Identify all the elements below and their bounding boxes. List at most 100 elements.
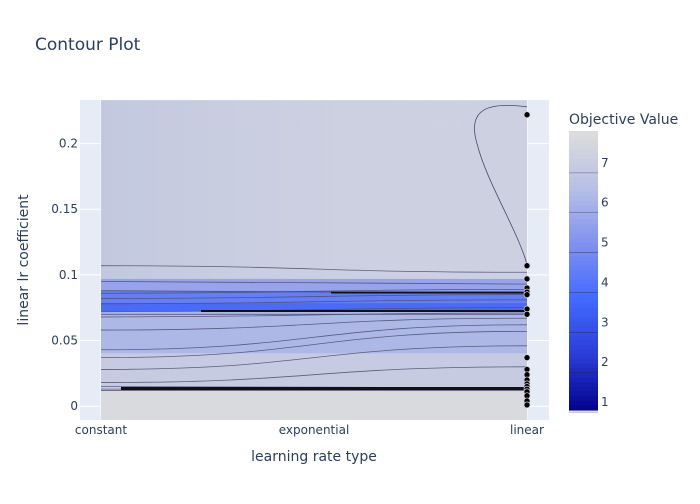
colorbar-segment (569, 177, 598, 183)
contour-region-shade (101, 100, 527, 279)
colorbar-tick-label: 6 (601, 196, 609, 210)
colorbar-segment (569, 251, 598, 258)
colorbar-segment (569, 228, 598, 234)
colorbar-segment (569, 303, 598, 309)
contour-line (100, 324, 528, 351)
colorbar-tick-label: 3 (601, 315, 609, 329)
colorbar-segment (569, 219, 598, 225)
data-point (523, 262, 531, 270)
points-layer (523, 111, 531, 409)
contour-fill-layer (101, 100, 527, 420)
colorbar-segment (569, 372, 598, 379)
colorbar-segment (569, 135, 598, 141)
colorbar-segment (569, 154, 598, 160)
data-point (523, 401, 531, 409)
contour-line (100, 317, 528, 331)
y-axis-title: linear lr coefficient (16, 194, 32, 326)
contour-line (100, 265, 528, 273)
colorbar-segment (569, 312, 598, 318)
contour-line (100, 294, 528, 299)
colorbar-segment (569, 182, 598, 188)
colorbar: 1 2 3 4 5 6 7 (569, 131, 609, 413)
colorbar-segment (569, 205, 598, 211)
colorbar-segment (569, 354, 598, 360)
colorbar-segment (569, 382, 598, 388)
colorbar-segment (569, 358, 598, 365)
colorbar-segment (569, 405, 598, 411)
colorbar-segment (569, 261, 598, 267)
colorbar-segment (569, 377, 598, 383)
colorbar-segment (569, 326, 598, 332)
colorbar-segment (569, 340, 598, 346)
contour-region (101, 389, 527, 420)
colorbar-segment (569, 307, 598, 313)
data-point (523, 291, 531, 298)
y-tick-label: 0.1 (59, 268, 78, 282)
colorbar-segment (569, 289, 598, 295)
colorbar-segment (569, 149, 598, 155)
x-tick-label: exponential (279, 423, 350, 437)
colorbar-segment (569, 237, 598, 244)
contour-region (101, 353, 527, 390)
colorbar-segment (569, 293, 598, 299)
colorbar-segment (569, 224, 598, 230)
colorbar-segment (569, 196, 598, 202)
colorbar-segment (569, 140, 598, 146)
colorbar-segment (569, 396, 598, 402)
colorbar-segment (569, 163, 598, 169)
colorbar-segment (569, 242, 598, 248)
contour-line (100, 307, 528, 313)
colorbar-segment (569, 344, 598, 351)
data-point (523, 310, 531, 318)
colorbar-tick-label: 4 (601, 275, 609, 289)
y-axis: 0 0.05 0.1 0.15 0.2 (51, 137, 78, 414)
colorbar-segment (569, 317, 598, 323)
colorbar-segment (569, 247, 598, 253)
colorbar-segment (569, 168, 598, 174)
y-tick-label: 0.15 (51, 202, 78, 216)
contour-line (100, 281, 528, 285)
colorbar-segment (569, 284, 598, 290)
colorbar-segment (569, 386, 598, 392)
y-tick-label: 0.2 (59, 137, 78, 151)
colorbar-tick-label: 7 (601, 156, 609, 170)
colorbar-segment (569, 400, 598, 406)
data-point (523, 275, 531, 283)
colorbar-segment (569, 191, 598, 197)
contour-lines-layer (100, 104, 528, 391)
colorbar-segment (569, 275, 598, 281)
colorbar-segment (569, 256, 598, 262)
x-axis: constant exponential linear (75, 423, 544, 437)
colorbar-tick-label: 2 (601, 355, 609, 369)
colorbar-segment (569, 335, 598, 341)
colorbar-segment (569, 321, 598, 327)
y-tick-label: 0 (70, 399, 78, 413)
contour-region (101, 278, 527, 291)
contour-line (100, 345, 528, 370)
data-point (523, 111, 531, 119)
colorbar-segment (569, 200, 598, 206)
contour-region-core (101, 303, 527, 312)
colorbar-segment (569, 233, 598, 239)
colorbar-segment (569, 265, 598, 272)
colorbar-segment (569, 270, 598, 276)
colorbar-segment (569, 186, 598, 193)
x-tick-label: constant (75, 423, 127, 437)
colorbar-segment (569, 144, 598, 151)
colorbar-segment (569, 158, 598, 165)
colorbar-title: Objective Value (569, 112, 678, 128)
x-tick-label: linear (510, 423, 544, 437)
colorbar-segment (569, 214, 598, 220)
colorbar-segment (569, 363, 598, 369)
contour-line (100, 299, 528, 305)
contour-line (100, 312, 528, 318)
colorbar-segment (569, 368, 598, 374)
colorbar-segment (569, 172, 598, 179)
colorbar-tick-label: 1 (601, 395, 609, 409)
x-axis-title: learning rate type (251, 449, 377, 465)
data-point (523, 354, 531, 361)
colorbar-tick-label: 5 (601, 236, 609, 250)
colorbar-segment (569, 131, 598, 137)
